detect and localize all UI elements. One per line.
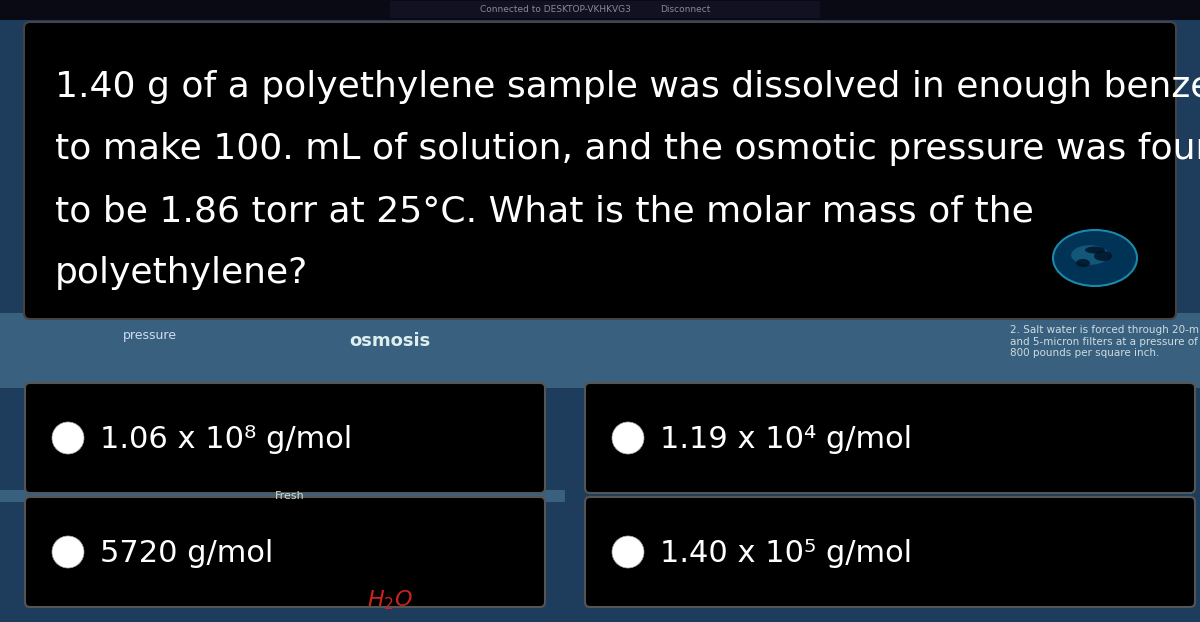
Ellipse shape <box>1072 245 1109 265</box>
FancyBboxPatch shape <box>586 497 1195 607</box>
FancyBboxPatch shape <box>25 383 545 493</box>
Ellipse shape <box>1054 230 1138 286</box>
Text: 5720 g/mol: 5720 g/mol <box>100 539 274 567</box>
Text: 1.06 x 10⁸ g/mol: 1.06 x 10⁸ g/mol <box>100 424 353 453</box>
Text: Connected to DESKTOP-VKHKVG3: Connected to DESKTOP-VKHKVG3 <box>480 6 631 14</box>
Ellipse shape <box>1076 259 1090 267</box>
FancyBboxPatch shape <box>25 497 545 607</box>
Text: to make 100. mL of solution, and the osmotic pressure was found: to make 100. mL of solution, and the osm… <box>55 132 1200 166</box>
Ellipse shape <box>1094 251 1112 261</box>
Text: pressure: pressure <box>124 328 178 341</box>
Circle shape <box>52 536 84 568</box>
FancyBboxPatch shape <box>0 313 1200 388</box>
Circle shape <box>612 422 644 454</box>
Ellipse shape <box>1085 246 1105 254</box>
FancyBboxPatch shape <box>586 383 1195 493</box>
Text: 1.40 x 10⁵ g/mol: 1.40 x 10⁵ g/mol <box>660 539 912 567</box>
Text: to be 1.86 torr at 25°C. What is the molar mass of the: to be 1.86 torr at 25°C. What is the mol… <box>55 194 1033 228</box>
Text: 2. Salt water is forced through 20-micron
and 5-micron filters at a pressure of
: 2. Salt water is forced through 20-micro… <box>1010 325 1200 358</box>
Circle shape <box>52 422 84 454</box>
Text: Disconnect: Disconnect <box>660 6 710 14</box>
Text: osmosis: osmosis <box>349 332 431 350</box>
Circle shape <box>612 536 644 568</box>
Text: 1.19 x 10⁴ g/mol: 1.19 x 10⁴ g/mol <box>660 424 912 453</box>
Text: polyethylene?: polyethylene? <box>55 256 308 290</box>
FancyBboxPatch shape <box>390 1 820 18</box>
FancyBboxPatch shape <box>0 490 565 502</box>
FancyBboxPatch shape <box>24 22 1176 319</box>
Text: 1.40 g of a polyethylene sample was dissolved in enough benzene: 1.40 g of a polyethylene sample was diss… <box>55 70 1200 104</box>
Text: Fresh: Fresh <box>275 491 305 501</box>
Text: $\mathit{H_2O}$: $\mathit{H_2O}$ <box>367 588 413 612</box>
FancyBboxPatch shape <box>0 0 1200 20</box>
